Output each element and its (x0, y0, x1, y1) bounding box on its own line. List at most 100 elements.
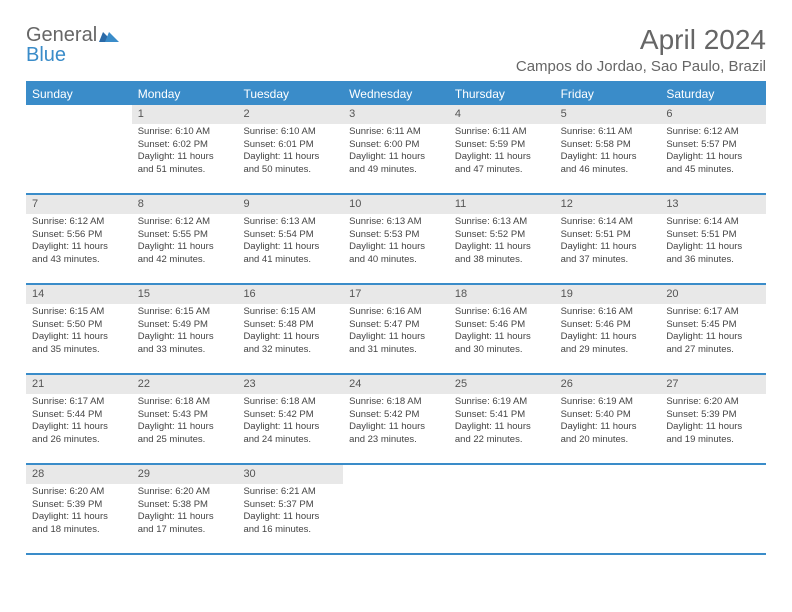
daylight-text: Daylight: 11 hours and 25 minutes. (138, 421, 232, 447)
day-number: 10 (343, 195, 449, 214)
calendar-cell: 10Sunrise: 6:13 AMSunset: 5:53 PMDayligh… (343, 195, 449, 283)
sunset-text: Sunset: 6:01 PM (243, 139, 337, 152)
sunrise-text: Sunrise: 6:17 AM (32, 396, 126, 409)
calendar-cell: 11Sunrise: 6:13 AMSunset: 5:52 PMDayligh… (449, 195, 555, 283)
daylight-text: Daylight: 11 hours and 16 minutes. (243, 511, 337, 537)
day-number: 23 (237, 375, 343, 394)
day-number: 7 (26, 195, 132, 214)
sunset-text: Sunset: 5:48 PM (243, 319, 337, 332)
sunrise-text: Sunrise: 6:11 AM (349, 126, 443, 139)
calendar-cell: 4Sunrise: 6:11 AMSunset: 5:59 PMDaylight… (449, 105, 555, 193)
daylight-text: Daylight: 11 hours and 30 minutes. (455, 331, 549, 357)
daylight-text: Daylight: 11 hours and 24 minutes. (243, 421, 337, 447)
dayname-sat: Saturday (660, 83, 766, 105)
sunset-text: Sunset: 5:44 PM (32, 409, 126, 422)
dayname-thu: Thursday (449, 83, 555, 105)
calendar-cell: 29Sunrise: 6:20 AMSunset: 5:38 PMDayligh… (132, 465, 238, 553)
sunrise-text: Sunrise: 6:11 AM (561, 126, 655, 139)
calendar-cell: . (555, 465, 661, 553)
calendar-cell: 21Sunrise: 6:17 AMSunset: 5:44 PMDayligh… (26, 375, 132, 463)
calendar-cell: 8Sunrise: 6:12 AMSunset: 5:55 PMDaylight… (132, 195, 238, 283)
day-info: Sunrise: 6:13 AMSunset: 5:53 PMDaylight:… (343, 214, 449, 273)
logo-sub: Blue (26, 44, 66, 67)
calendar-cell: 23Sunrise: 6:18 AMSunset: 5:42 PMDayligh… (237, 375, 343, 463)
sunrise-text: Sunrise: 6:10 AM (138, 126, 232, 139)
day-info: Sunrise: 6:10 AMSunset: 6:02 PMDaylight:… (132, 124, 238, 183)
sunset-text: Sunset: 5:42 PM (349, 409, 443, 422)
day-number: 12 (555, 195, 661, 214)
sunrise-text: Sunrise: 6:13 AM (243, 216, 337, 229)
calendar-cell: 20Sunrise: 6:17 AMSunset: 5:45 PMDayligh… (660, 285, 766, 373)
calendar-cell: 6Sunrise: 6:12 AMSunset: 5:57 PMDaylight… (660, 105, 766, 193)
calendar-cell: 27Sunrise: 6:20 AMSunset: 5:39 PMDayligh… (660, 375, 766, 463)
dayname-mon: Monday (132, 83, 238, 105)
calendar-cell: . (449, 465, 555, 553)
day-number: 13 (660, 195, 766, 214)
day-info: Sunrise: 6:14 AMSunset: 5:51 PMDaylight:… (555, 214, 661, 273)
calendar: Sunday Monday Tuesday Wednesday Thursday… (26, 81, 766, 555)
calendar-cell: 19Sunrise: 6:16 AMSunset: 5:46 PMDayligh… (555, 285, 661, 373)
day-number: 2 (237, 105, 343, 124)
calendar-cell: 15Sunrise: 6:15 AMSunset: 5:49 PMDayligh… (132, 285, 238, 373)
calendar-cell: 1Sunrise: 6:10 AMSunset: 6:02 PMDaylight… (132, 105, 238, 193)
daylight-text: Daylight: 11 hours and 47 minutes. (455, 151, 549, 177)
day-info: Sunrise: 6:14 AMSunset: 5:51 PMDaylight:… (660, 214, 766, 273)
sunrise-text: Sunrise: 6:13 AM (455, 216, 549, 229)
calendar-cell: 26Sunrise: 6:19 AMSunset: 5:40 PMDayligh… (555, 375, 661, 463)
sunset-text: Sunset: 5:53 PM (349, 229, 443, 242)
day-info: Sunrise: 6:20 AMSunset: 5:39 PMDaylight:… (660, 394, 766, 453)
day-info: Sunrise: 6:18 AMSunset: 5:42 PMDaylight:… (237, 394, 343, 453)
day-number: 9 (237, 195, 343, 214)
sunset-text: Sunset: 6:02 PM (138, 139, 232, 152)
sunset-text: Sunset: 5:46 PM (561, 319, 655, 332)
day-info: Sunrise: 6:17 AMSunset: 5:44 PMDaylight:… (26, 394, 132, 453)
day-info: Sunrise: 6:19 AMSunset: 5:41 PMDaylight:… (449, 394, 555, 453)
sunrise-text: Sunrise: 6:20 AM (32, 486, 126, 499)
calendar-cell: 25Sunrise: 6:19 AMSunset: 5:41 PMDayligh… (449, 375, 555, 463)
location-text: Campos do Jordao, Sao Paulo, Brazil (516, 58, 766, 75)
sunset-text: Sunset: 5:39 PM (666, 409, 760, 422)
day-number: 18 (449, 285, 555, 304)
sunrise-text: Sunrise: 6:14 AM (561, 216, 655, 229)
day-header-row: Sunday Monday Tuesday Wednesday Thursday… (26, 83, 766, 105)
day-info: Sunrise: 6:10 AMSunset: 6:01 PMDaylight:… (237, 124, 343, 183)
day-number: 20 (660, 285, 766, 304)
sunset-text: Sunset: 5:45 PM (666, 319, 760, 332)
day-number: 8 (132, 195, 238, 214)
day-info: Sunrise: 6:16 AMSunset: 5:47 PMDaylight:… (343, 304, 449, 363)
week-row: 28 Sunrise: 6:20 AMSunset: 5:39 PM Dayligh… (26, 465, 766, 555)
logo-flag-icon (99, 28, 119, 44)
sunrise-text: Sunrise: 6:17 AM (666, 306, 760, 319)
sunset-text: Sunset: 5:56 PM (32, 229, 126, 242)
calendar-cell: 22Sunrise: 6:18 AMSunset: 5:43 PMDayligh… (132, 375, 238, 463)
day-number: 16 (237, 285, 343, 304)
dayname-tue: Tuesday (237, 83, 343, 105)
day-info: Sunrise: 6:17 AMSunset: 5:45 PMDaylight:… (660, 304, 766, 363)
day-number: 30 (237, 465, 343, 484)
calendar-cell: 12Sunrise: 6:14 AMSunset: 5:51 PMDayligh… (555, 195, 661, 283)
day-number: 28 (26, 465, 132, 484)
daylight-text: Daylight: 11 hours and 27 minutes. (666, 331, 760, 357)
day-info: Sunrise: 6:15 AMSunset: 5:48 PMDaylight:… (237, 304, 343, 363)
daylight-text: Daylight: 11 hours and 32 minutes. (243, 331, 337, 357)
sunset-text: Sunset: 5:46 PM (455, 319, 549, 332)
calendar-cell: 30Sunrise: 6:21 AMSunset: 5:37 PMDayligh… (237, 465, 343, 553)
day-number: 1 (132, 105, 238, 124)
sunset-text: Sunset: 5:39 PM (32, 499, 126, 512)
day-info: Sunrise: 6:18 AMSunset: 5:42 PMDaylight:… (343, 394, 449, 453)
day-number: 27 (660, 375, 766, 394)
week-row: 7Sunrise: 6:12 AMSunset: 5:56 PMDaylight… (26, 195, 766, 285)
day-info: Sunrise: 6:11 AMSunset: 5:58 PMDaylight:… (555, 124, 661, 183)
sunset-text: Sunset: 5:58 PM (561, 139, 655, 152)
sunset-text: Sunset: 5:49 PM (138, 319, 232, 332)
day-info: Sunrise: 6:16 AMSunset: 5:46 PMDaylight:… (555, 304, 661, 363)
daylight-text: Daylight: 11 hours and 20 minutes. (561, 421, 655, 447)
week-row: 14Sunrise: 6:15 AMSunset: 5:50 PMDayligh… (26, 285, 766, 375)
daylight-text: Daylight: 11 hours and 43 minutes. (32, 241, 126, 267)
calendar-cell: 9Sunrise: 6:13 AMSunset: 5:54 PMDaylight… (237, 195, 343, 283)
sunset-text: Sunset: 5:59 PM (455, 139, 549, 152)
day-number: 29 (132, 465, 238, 484)
daylight-text: Daylight: 11 hours and 31 minutes. (349, 331, 443, 357)
calendar-cell: 5Sunrise: 6:11 AMSunset: 5:58 PMDaylight… (555, 105, 661, 193)
daylight-text: Daylight: 11 hours and 26 minutes. (32, 421, 126, 447)
